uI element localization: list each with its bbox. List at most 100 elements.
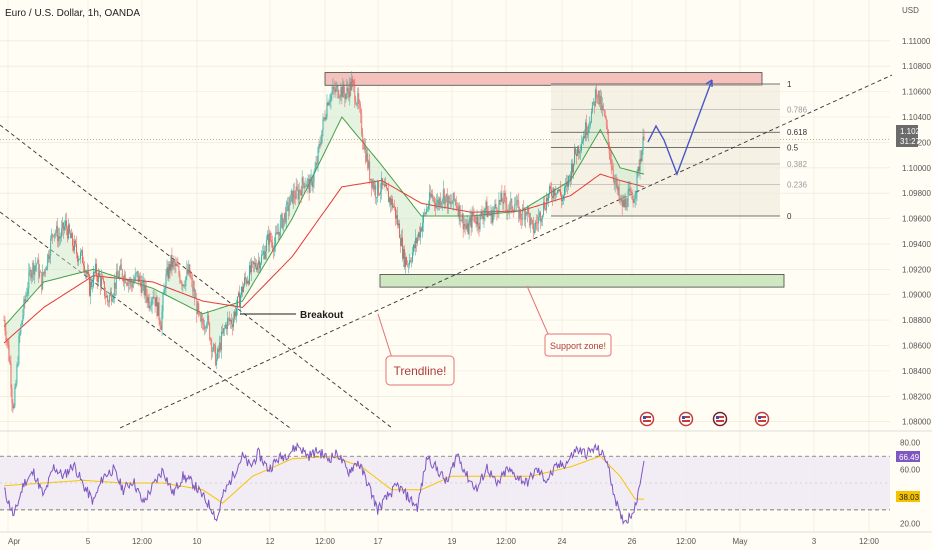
candle-body [511, 198, 513, 211]
price-tick-label: 1.10600 [902, 88, 931, 97]
candle-body [451, 203, 453, 205]
candle-body [284, 212, 286, 223]
candle-body [159, 319, 161, 326]
candle-body [563, 195, 564, 200]
candle-body [433, 197, 435, 204]
candle-body [277, 231, 279, 235]
candle-body [65, 220, 67, 227]
candle-body [429, 192, 431, 197]
candle-body [153, 296, 155, 298]
candle-body [53, 235, 55, 237]
time-tick-label: 12:00 [676, 537, 697, 546]
support-label: Support zone! [550, 341, 606, 351]
candle-body [412, 252, 413, 262]
price-tick-label: 1.09600 [902, 215, 931, 224]
price-tick-label: 1.09800 [902, 189, 931, 198]
candle-body [290, 190, 292, 195]
candle-body [94, 272, 95, 274]
candle-body [467, 223, 469, 235]
candle-body [515, 204, 517, 206]
candle-body [372, 182, 374, 188]
candle-body [48, 254, 50, 259]
candle-body [172, 260, 174, 268]
candle-body [106, 295, 108, 302]
candle-body [404, 249, 405, 268]
trendline-callout: Trendline! [377, 313, 455, 386]
candle-body [79, 258, 80, 260]
candle-body [302, 177, 304, 184]
candle-body [350, 82, 352, 91]
candle-body [356, 103, 358, 105]
candle-body [207, 315, 209, 325]
candle-body [195, 298, 197, 300]
candle-body [388, 190, 389, 203]
candle-body [336, 85, 338, 88]
candle-body [538, 216, 540, 224]
candle-body [577, 146, 578, 157]
candle-body [304, 186, 306, 188]
candle-body [444, 195, 446, 204]
candle-body [586, 132, 588, 136]
candle-body [123, 274, 125, 283]
candle-body [579, 150, 581, 152]
price-tick-label: 1.08600 [902, 341, 931, 350]
candle-body [468, 222, 470, 235]
candle-body [354, 85, 356, 102]
candle-body [235, 311, 236, 317]
axes: 1.110001.108001.106001.104001.102001.100… [0, 37, 932, 546]
candle-body [87, 271, 88, 274]
candle-body [491, 210, 493, 223]
candle-body [294, 197, 296, 199]
candle-body [378, 181, 380, 195]
flag-canton [716, 416, 719, 419]
candle-body [160, 325, 162, 330]
candle-body [305, 186, 307, 187]
candle-body [455, 199, 457, 207]
candle-body [63, 222, 65, 231]
candle-body [478, 226, 480, 230]
candle-body [35, 264, 37, 267]
price-tick-label: 1.11000 [902, 37, 931, 46]
candle-body [639, 158, 641, 171]
candle-body [320, 142, 322, 145]
candle-body [137, 271, 139, 282]
candle-body [67, 228, 69, 239]
candle-body [316, 162, 318, 164]
candle-body [7, 340, 9, 345]
candle-body [498, 199, 500, 214]
rsi-tick-label: 80.00 [900, 439, 921, 448]
candle-body [314, 168, 316, 172]
candle-body [60, 236, 62, 239]
candle-body [201, 318, 203, 322]
time-tick-label: 19 [448, 537, 457, 546]
candle-body [502, 201, 504, 204]
candle-body [119, 264, 121, 270]
candle-body [176, 263, 178, 267]
candle-body [394, 206, 395, 208]
candle-body [518, 201, 520, 219]
candle-body [391, 198, 392, 205]
time-tick-label: 24 [558, 537, 567, 546]
candle-body [321, 130, 323, 143]
time-tick-label: Apr [8, 537, 21, 546]
candle-body [34, 266, 36, 275]
candle-body [92, 286, 93, 287]
candle-body [420, 227, 422, 232]
candle-body [135, 273, 137, 274]
candle-body [376, 197, 378, 199]
candle-body [41, 272, 43, 290]
candle-body [145, 285, 147, 297]
candle-body [266, 234, 268, 240]
candle-body [182, 284, 184, 286]
candle-body [229, 318, 230, 322]
candle-body [545, 208, 547, 210]
fib-level-label: 0.786 [787, 105, 808, 114]
candle-body [140, 282, 142, 293]
candle-body [211, 339, 213, 352]
candle-body [90, 281, 91, 296]
candle-body [218, 348, 220, 352]
countdown-label: 31:27 [900, 137, 921, 146]
candle-body [509, 202, 511, 211]
candle-body [128, 281, 130, 283]
